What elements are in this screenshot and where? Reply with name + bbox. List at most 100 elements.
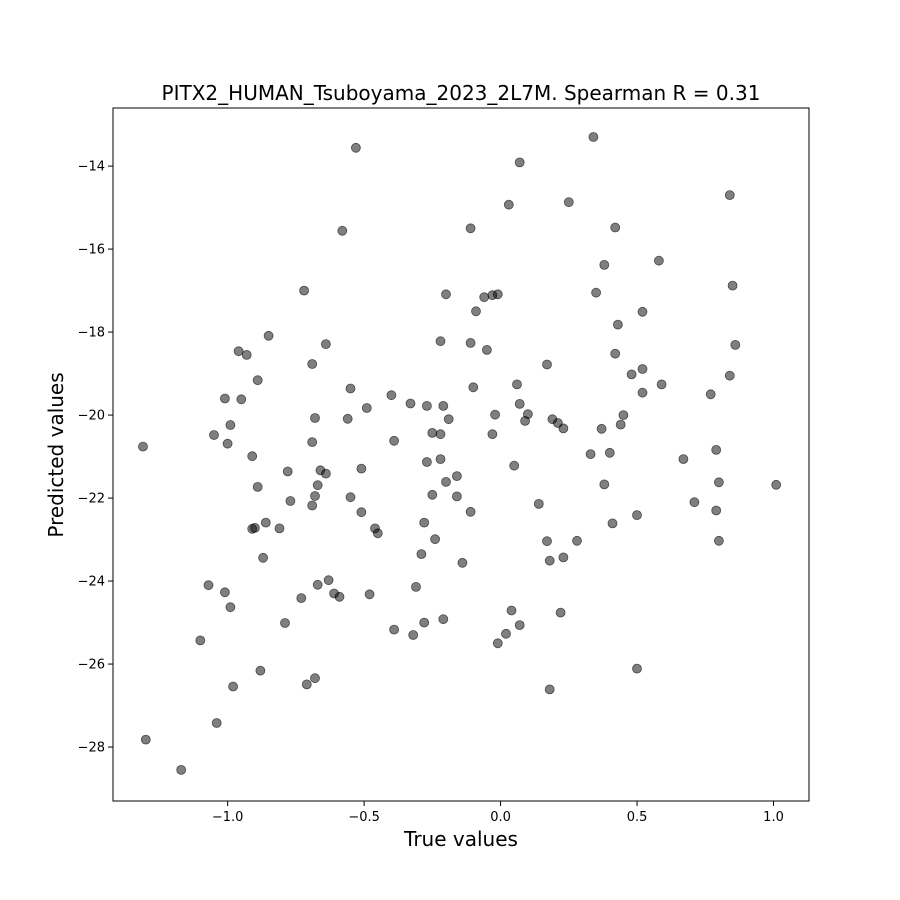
data-point (296, 593, 307, 603)
plot-area (113, 108, 809, 801)
data-point (282, 466, 293, 477)
data-point (247, 451, 258, 462)
data-point (492, 638, 503, 649)
data-point (310, 413, 320, 423)
data-point (441, 476, 451, 487)
data-point (588, 132, 599, 142)
data-point (435, 336, 446, 347)
data-point (260, 517, 271, 528)
x-axis-ticks: −1.0 −0.5 0.0 0.5 1.0 (212, 801, 784, 825)
data-point (323, 575, 334, 586)
data-point (678, 454, 689, 465)
data-point (140, 734, 151, 745)
data-point (236, 394, 247, 405)
data-point (441, 289, 451, 300)
data-point (350, 142, 361, 153)
data-point (443, 414, 454, 425)
data-point (544, 684, 555, 695)
y-tick-label: −18 (78, 326, 105, 341)
data-point (481, 344, 492, 355)
data-point (558, 423, 569, 434)
data-point (599, 259, 610, 270)
data-point (506, 605, 517, 616)
data-point (301, 679, 312, 690)
data-point (356, 463, 367, 474)
data-point (457, 557, 468, 568)
data-point (219, 587, 230, 598)
data-point (225, 602, 236, 613)
data-point (533, 498, 544, 509)
data-point (337, 225, 348, 236)
data-point (591, 287, 601, 298)
data-point (492, 289, 503, 300)
data-point (604, 447, 615, 458)
data-point (307, 500, 318, 511)
data-point (438, 614, 449, 625)
x-tick-label: 1.0 (763, 810, 784, 825)
data-point (465, 506, 476, 517)
data-point (419, 517, 430, 528)
data-point (438, 400, 449, 411)
data-point (512, 379, 522, 390)
data-point (416, 549, 427, 559)
data-point (563, 197, 574, 208)
y-axis-ticks: −28 −26 −24 −22 −20 −18 −16 −14 (78, 160, 113, 756)
data-point (468, 382, 479, 393)
data-point (607, 518, 618, 529)
x-axis-label: True values (403, 827, 518, 851)
data-point (386, 390, 397, 401)
y-tick-label: −20 (78, 409, 105, 424)
data-point (411, 582, 421, 592)
data-point (430, 534, 441, 545)
data-point (542, 359, 552, 370)
data-point (610, 348, 621, 359)
x-tick-label: 0.0 (490, 810, 511, 825)
x-tick-label: −1.0 (212, 810, 244, 825)
data-point (299, 285, 310, 296)
data-point (503, 199, 514, 210)
data-point (356, 507, 367, 518)
data-point (405, 398, 416, 409)
data-point (222, 438, 233, 449)
data-point (558, 552, 569, 563)
data-point (632, 510, 642, 520)
data-point (618, 410, 629, 421)
data-point (714, 535, 724, 546)
data-point (310, 673, 320, 684)
data-point (307, 437, 318, 448)
data-point (209, 430, 219, 440)
x-tick-label: 0.5 (627, 810, 648, 825)
data-point (523, 409, 533, 420)
data-point (421, 400, 432, 411)
data-point (711, 505, 722, 516)
data-point (465, 223, 476, 234)
data-point (312, 480, 323, 491)
y-tick-label: −24 (78, 575, 105, 590)
x-tick-label: −0.5 (348, 810, 380, 825)
data-point (637, 306, 648, 317)
data-point (501, 628, 511, 639)
y-tick-label: −28 (78, 741, 105, 756)
data-point (654, 255, 664, 266)
data-point (241, 349, 252, 360)
data-point (249, 523, 260, 533)
plot-frame (112, 107, 810, 802)
data-point (389, 435, 400, 446)
data-point (637, 364, 648, 374)
data-point (421, 457, 432, 467)
data-point (544, 555, 555, 566)
data-point (138, 441, 148, 452)
data-point (258, 552, 269, 563)
data-point (465, 337, 476, 348)
chart-title: PITX2_HUMAN_Tsuboyama_2023_2L7M. Spearma… (162, 81, 761, 105)
data-point (613, 319, 623, 330)
data-point (307, 359, 318, 369)
data-point (361, 403, 372, 413)
data-point (637, 387, 648, 398)
data-point (626, 369, 637, 380)
data-point (372, 528, 383, 539)
data-point (427, 427, 438, 438)
data-point (312, 579, 323, 590)
data-point (419, 617, 430, 628)
